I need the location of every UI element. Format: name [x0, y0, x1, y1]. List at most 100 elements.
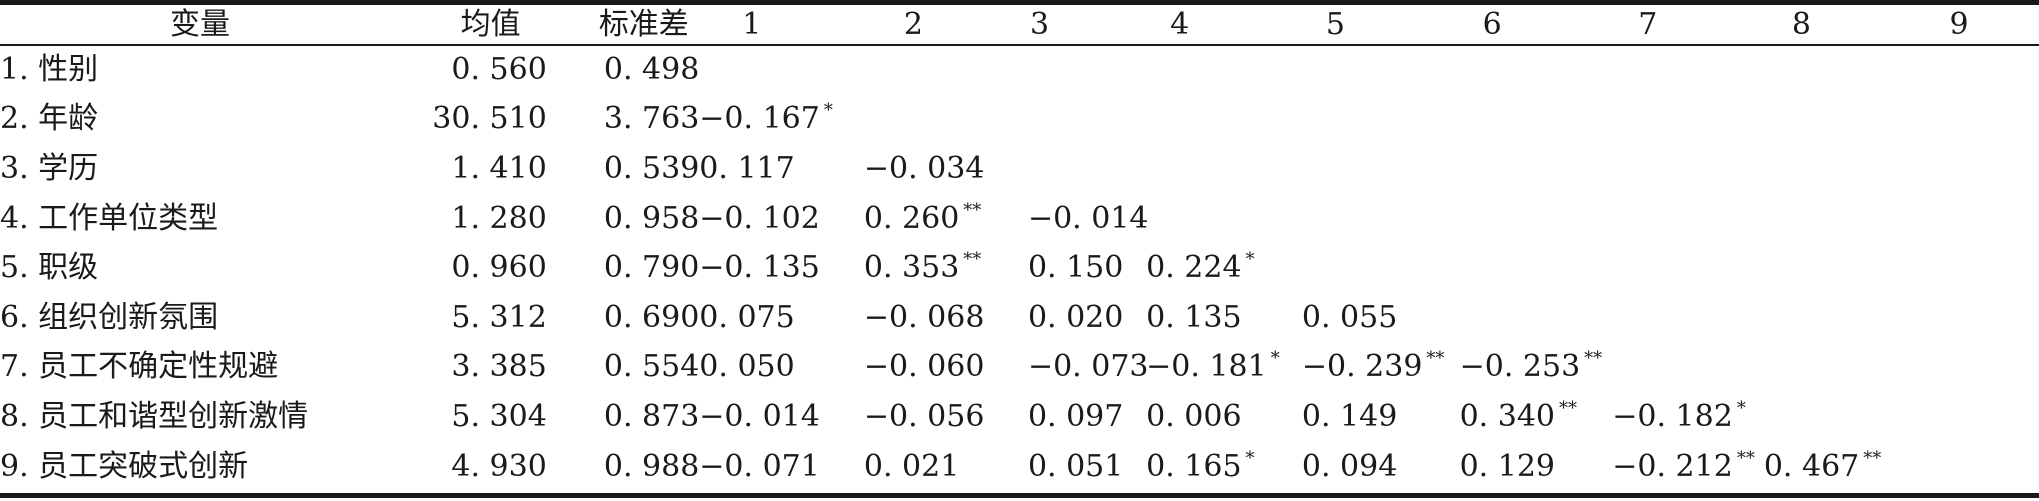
correlation-value: −0. 135	[699, 250, 820, 286]
correlation-cell: −0. 253 **	[1420, 343, 1603, 393]
header-index-4: 4	[1170, 7, 1190, 42]
correlation-cell: −0. 073	[978, 343, 1149, 393]
correlation-cell	[834, 45, 978, 95]
correlation-cell	[1262, 95, 1420, 145]
correlation-cell	[1886, 343, 2039, 393]
mean-cell: 3. 385	[451, 349, 547, 385]
sd-cell: 0. 988	[603, 448, 700, 484]
correlation-value: 0. 006	[1146, 398, 1242, 434]
correlation-cell	[699, 45, 834, 95]
correlation-cell	[1104, 144, 1262, 194]
correlation-cell: −0. 056	[834, 392, 985, 442]
header-variable: 变量	[170, 7, 230, 42]
correlation-cell	[1420, 144, 1577, 194]
table-row: 3. 学历 1. 410 0. 539 0. 117 −0. 034	[0, 144, 2039, 194]
header-sd: 标准差	[598, 7, 689, 42]
header-index-9: 9	[1949, 7, 1969, 42]
sd-cell: 3. 763	[603, 101, 700, 137]
row-label: 2. 年龄	[0, 101, 99, 137]
row-label: 4. 工作单位类型	[0, 200, 219, 236]
table-row: 6. 组织创新氛围 5. 312 0. 690 0. 075 −0. 068 0. 020…	[0, 293, 2039, 343]
correlation-cell: −0. 167 *	[699, 95, 834, 145]
significance-marker: **	[963, 249, 982, 271]
correlation-value: 0. 340	[1459, 398, 1556, 434]
table-row: 5. 职级 0. 960 0. 790 −0. 135 0. 353 ** 0. 150 0.…	[0, 243, 2039, 293]
correlation-cell: −0. 060	[834, 343, 985, 393]
correlation-cell	[1731, 243, 1887, 293]
correlation-cell	[1576, 95, 1731, 145]
correlation-value: −0. 212	[1612, 448, 1733, 484]
correlation-cell: −0. 182 *	[1576, 392, 1746, 442]
mean-cell: 30. 510	[432, 101, 547, 137]
correlation-value: 0. 050	[699, 349, 795, 385]
row-label: 7. 员工不确定性规避	[0, 349, 279, 385]
correlation-cell: 0. 051	[978, 442, 1123, 492]
correlation-cell: 0. 097	[978, 392, 1123, 442]
correlation-cell: −0. 102	[699, 194, 834, 244]
header-index-8: 8	[1791, 7, 1811, 42]
significance-marker: **	[1736, 447, 1755, 469]
mean-cell: 0. 960	[451, 250, 547, 286]
correlation-cell: 0. 149	[1262, 392, 1420, 442]
table-bottom-rule	[0, 493, 2039, 498]
correlation-cell	[1731, 95, 1887, 145]
correlation-cell: 0. 050	[699, 343, 834, 393]
correlation-cell: −0. 014	[699, 392, 834, 442]
correlation-value: −0. 071	[699, 448, 820, 484]
correlation-cell	[834, 95, 978, 145]
correlation-cell	[978, 45, 1104, 95]
table-row: 4. 工作单位类型 1. 280 0. 958 −0. 102 0. 260 ** −0. …	[0, 194, 2039, 244]
sd-cell: 0. 873	[603, 398, 700, 434]
correlation-cell: −0. 239 **	[1262, 343, 1445, 393]
correlation-cell: −0. 181 *	[1104, 343, 1280, 393]
correlation-cell	[1886, 95, 2039, 145]
row-label: 8. 员工和谐型创新激情	[0, 398, 309, 434]
correlation-value: −0. 060	[863, 349, 985, 385]
correlation-table: 变量 均值 标准差 1 2 3 4 5 6 7 8 9 1. 性别 0. 560 0…	[0, 5, 2039, 491]
header-index-6: 6	[1482, 7, 1502, 42]
correlation-value: 0. 150	[1027, 250, 1124, 286]
correlation-cell: −0. 014	[978, 194, 1149, 244]
correlation-cell: −0. 071	[699, 442, 834, 492]
header-index-7: 7	[1638, 7, 1658, 42]
significance-marker: **	[1863, 447, 1882, 469]
significance-marker: *	[1270, 348, 1280, 370]
sd-cell: 0. 790	[603, 250, 700, 286]
correlation-cell: 0. 094	[1262, 442, 1420, 492]
correlation-value: −0. 034	[863, 150, 985, 186]
table-body: 1. 性别 0. 560 0. 498 2. 年龄 30. 510 3. 763 −0. 1…	[0, 45, 2039, 491]
correlation-value: 0. 260	[863, 200, 960, 236]
correlation-value: −0. 182	[1612, 398, 1733, 434]
row-label: 3. 学历	[0, 150, 99, 186]
correlation-cell: 0. 117	[699, 144, 834, 194]
correlation-cell	[1262, 144, 1420, 194]
mean-cell: 0. 560	[451, 51, 547, 87]
table-row: 7. 员工不确定性规避 3. 385 0. 554 0. 050 −0. 060 −0. …	[0, 343, 2039, 393]
correlation-cell: 0. 135	[1104, 293, 1262, 343]
correlation-cell	[1420, 45, 1577, 95]
correlation-value: −0. 181	[1146, 349, 1267, 385]
correlation-cell: 0. 020	[978, 293, 1123, 343]
correlation-cell	[1420, 95, 1577, 145]
correlation-value: 0. 129	[1459, 448, 1556, 484]
correlation-value: 0. 353	[863, 250, 960, 286]
header-row: 变量 均值 标准差 1 2 3 4 5 6 7 8 9	[0, 5, 2039, 45]
correlation-cell: 0. 224 *	[1104, 243, 1262, 293]
correlation-value: −0. 239	[1301, 349, 1423, 385]
correlation-cell: 0. 340 **	[1420, 392, 1577, 442]
correlation-value: 0. 094	[1301, 448, 1398, 484]
correlation-cell: −0. 212 **	[1576, 442, 1755, 492]
table-row: 8. 员工和谐型创新激情 5. 304 0. 873 −0. 014 −0. 056 0.…	[0, 392, 2039, 442]
correlation-value: 0. 467	[1763, 448, 1860, 484]
correlation-cell	[1420, 194, 1577, 244]
correlation-cell: 0. 260 **	[834, 194, 981, 244]
significance-marker: *	[1245, 447, 1255, 469]
correlation-cell: −0. 135	[699, 243, 834, 293]
correlation-value: −0. 014	[699, 398, 820, 434]
correlation-value: 0. 055	[1301, 299, 1398, 335]
row-label: 6. 组织创新氛围	[0, 299, 219, 335]
correlation-cell: 0. 021	[834, 442, 978, 492]
correlation-cell	[978, 95, 1104, 145]
correlation-cell	[1576, 293, 1731, 343]
correlation-cell	[1262, 243, 1420, 293]
